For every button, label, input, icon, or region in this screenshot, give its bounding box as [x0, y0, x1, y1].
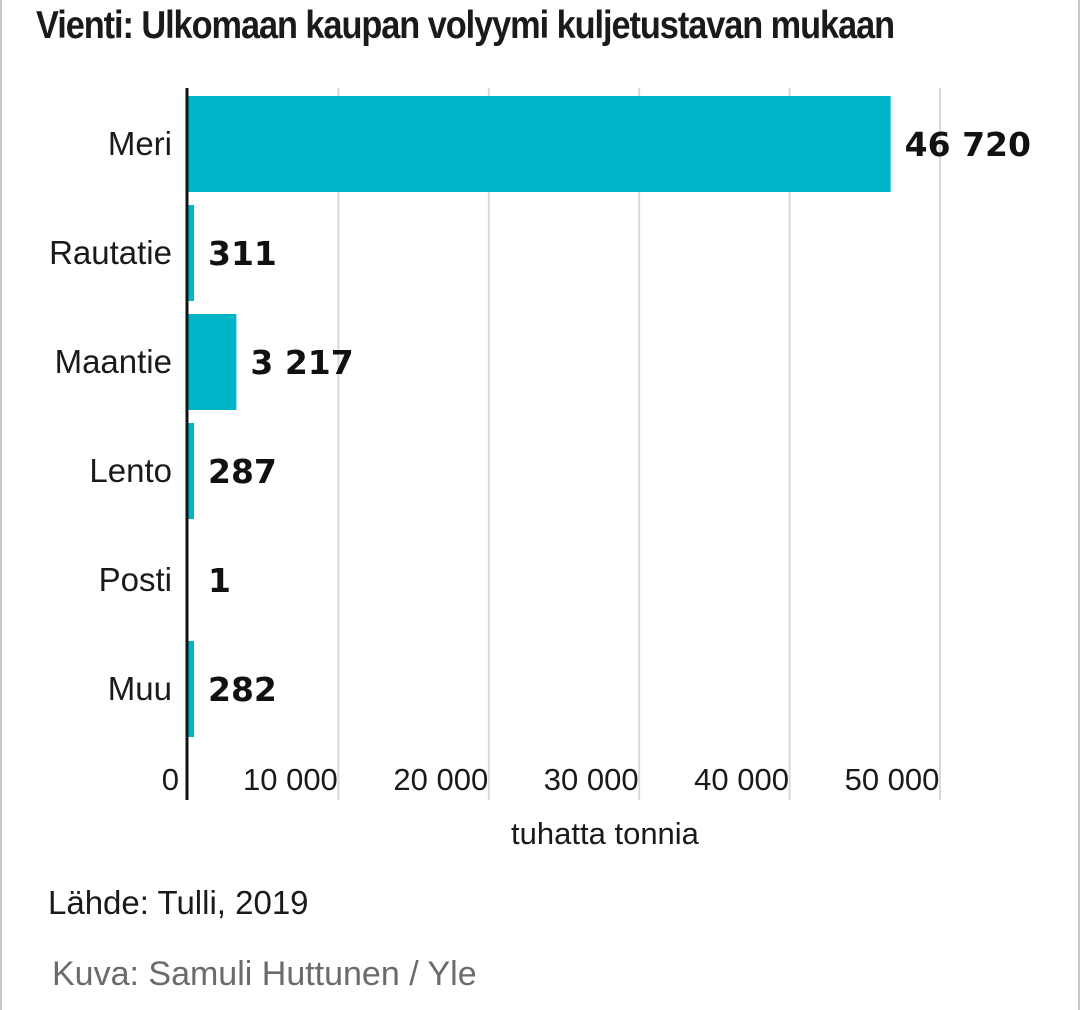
value-label: 1 [208, 561, 231, 600]
gridlines [337, 88, 941, 800]
value-label: 3 217 [250, 343, 353, 382]
value-label: 311 [208, 234, 277, 273]
category-label: Lento [89, 452, 172, 489]
x-tick-label: 0 [162, 762, 179, 797]
category-label: Meri [108, 125, 172, 162]
x-tick-label: 30 000 [544, 762, 639, 797]
value-label: 282 [208, 670, 277, 709]
bar [188, 641, 194, 737]
bar [188, 205, 194, 301]
chart-title: Vienti: Ulkomaan kaupan volyymi kuljetus… [36, 4, 895, 47]
x-tick-label: 20 000 [393, 762, 488, 797]
category-label: Muu [108, 670, 172, 707]
x-tick-label: 50 000 [845, 762, 940, 797]
x-axis-title: tuhatta tonnia [511, 816, 700, 851]
category-label: Rautatie [49, 234, 172, 271]
bar [188, 314, 237, 410]
bars [188, 96, 891, 737]
source-note: Lähde: Tulli, 2019 [48, 884, 309, 921]
value-label: 46 720 [905, 125, 1031, 164]
bar [188, 423, 194, 519]
bar-chart: 0 10 000 20 000 30 000 40 000 50 000 Meri 46 72… [49, 88, 1031, 851]
x-tick-label: 10 000 [243, 762, 338, 797]
value-label: 287 [208, 452, 277, 491]
x-tick-label: 40 000 [694, 762, 789, 797]
category-label: Maantie [55, 343, 172, 380]
image-credit: Kuva: Samuli Huttunen / Yle [52, 955, 477, 993]
labels: 0 10 000 20 000 30 000 40 000 50 000 Meri 46 72… [49, 125, 1031, 851]
category-label: Posti [99, 561, 172, 598]
bar [188, 96, 891, 192]
